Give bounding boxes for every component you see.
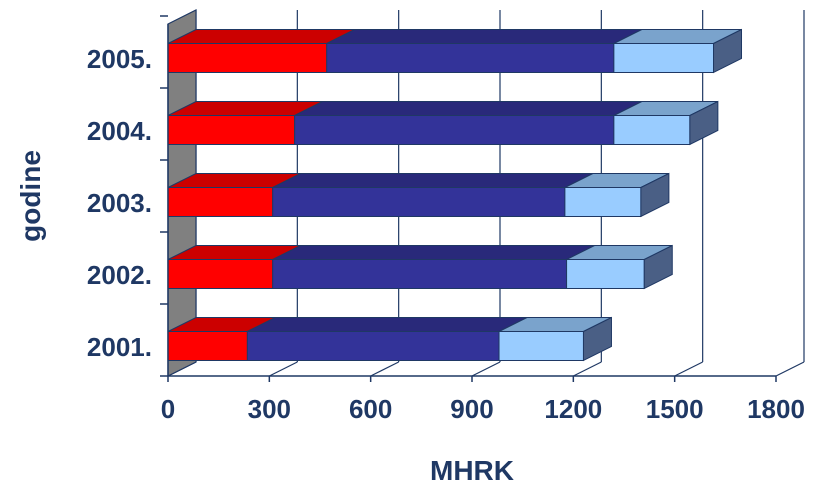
bar-segment-2002-s2 <box>272 259 568 289</box>
bar-top-face <box>167 29 355 44</box>
y-axis-title: godine <box>15 150 46 242</box>
x-tick-label: 900 <box>450 394 493 424</box>
y-tick-label: 2004. <box>87 116 152 146</box>
bar-top-face <box>326 29 643 44</box>
floor-gridline <box>674 361 703 377</box>
bar-segment-2004-s1 <box>167 115 296 145</box>
bar-segment-2005-s1 <box>167 43 328 73</box>
floor-gridline <box>471 361 501 377</box>
bar-segment-2003-s3 <box>564 187 642 217</box>
x-tick-labels: 0 300 600 900 1200 1500 1800 <box>161 394 805 424</box>
x-tick-label: 1200 <box>544 394 602 424</box>
bar-end-face <box>640 172 670 218</box>
bar-segment-2005-s2 <box>326 43 615 73</box>
y-tick-labels: 2005. 2004. 2003. 2002. 2001. <box>87 44 152 362</box>
bar-segment-2003-s2 <box>272 187 566 217</box>
floor-gridline <box>269 361 298 377</box>
bar-segment-2001-s1 <box>167 331 248 361</box>
x-axis-title: MHRK <box>430 455 514 484</box>
bar-top-face <box>294 101 643 116</box>
x-tick-label: 600 <box>349 394 392 424</box>
bar-segment-2004-s2 <box>294 115 615 145</box>
y-tick-label: 2003. <box>87 188 152 218</box>
floor-gridline <box>775 361 805 377</box>
bar-end-face <box>582 316 612 362</box>
bar-end-face <box>713 28 743 74</box>
bar-segment-2005-s3 <box>613 43 715 73</box>
bar-segment-2002-s3 <box>566 259 645 289</box>
bar-top-face <box>272 173 594 188</box>
bar-segment-2001-s3 <box>498 331 584 361</box>
bar-segment-2003-s1 <box>167 187 274 217</box>
bar-top-face <box>247 317 528 332</box>
bar-end-face <box>689 100 719 146</box>
bars <box>167 28 743 362</box>
floor-gridline <box>370 361 399 377</box>
x-tick-label: 300 <box>248 394 291 424</box>
y-tick-label: 2005. <box>87 44 152 74</box>
floor-gridline <box>573 361 602 377</box>
bar-segment-2002-s1 <box>167 259 274 289</box>
x-tick-label: 0 <box>161 394 175 424</box>
x-tick-label: 1800 <box>747 394 805 424</box>
axes <box>160 15 777 382</box>
bar-top-face <box>272 245 595 260</box>
y-tick-label: 2001. <box>87 332 152 362</box>
bar-segment-2001-s2 <box>246 331 500 361</box>
bar-segment-2004-s3 <box>613 115 691 145</box>
bar-end-face <box>643 244 673 290</box>
y-tick-label: 2002. <box>87 260 152 290</box>
x-tick-label: 1500 <box>646 394 704 424</box>
